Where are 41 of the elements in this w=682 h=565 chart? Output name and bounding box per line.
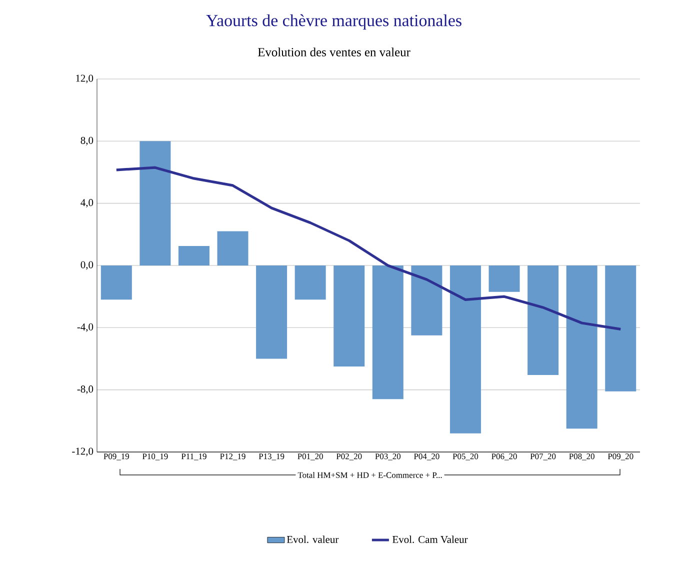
y-tick-label: -12,0: [72, 448, 94, 456]
x-tick-label: P13_19: [258, 454, 284, 460]
bar: [450, 265, 481, 434]
bar: [294, 265, 326, 300]
x-axis-title: Total HM+SM + HD + E-Commerce + P...: [298, 472, 442, 478]
bar: [566, 265, 598, 429]
bar: [605, 265, 636, 392]
y-tick-label: 12,0: [76, 74, 94, 84]
chart-subtitle: Evolution des ventes en valeur: [258, 48, 410, 56]
y-tick-label: 0,0: [80, 261, 94, 270]
legend-label: Evol. valeur: [286, 536, 339, 544]
x-tick-label: P06_20: [492, 454, 517, 460]
x-tick-label: P09_20: [608, 454, 634, 460]
y-tick-label: 4,0: [80, 199, 94, 208]
x-tick-label: P02_20: [336, 454, 362, 460]
bar: [372, 265, 404, 400]
x-tick-label: P01_20: [298, 454, 323, 460]
y-tick-label: 8,0: [80, 136, 94, 146]
bar: [256, 265, 288, 359]
x-tick-label: P12_19: [220, 454, 246, 460]
x-tick-label: P11_19: [181, 454, 206, 460]
chart-title: Yaourts de chèvre marques nationales: [206, 14, 462, 30]
bar: [178, 246, 210, 266]
x-tick-label: P10_19: [142, 454, 168, 460]
bar: [488, 265, 520, 292]
bar: [217, 231, 248, 266]
x-tick-label: P09_19: [104, 454, 129, 460]
bar: [411, 265, 442, 336]
bar: [140, 141, 171, 266]
bar: [334, 265, 365, 367]
bar: [100, 265, 132, 300]
x-tick-label: P07_20: [530, 454, 556, 460]
x-tick-label: P05_20: [452, 454, 478, 460]
line-series: [115, 166, 622, 331]
legend-label: Evol. Cam Valeur: [392, 536, 468, 544]
bar: [528, 265, 559, 376]
x-tick-label: P08_20: [569, 454, 594, 460]
x-tick-label: P04_20: [414, 454, 440, 460]
x-tick-label: P03_20: [375, 454, 401, 460]
y-tick-label: -4,0: [77, 323, 94, 332]
y-tick-label: -8,0: [77, 386, 94, 394]
